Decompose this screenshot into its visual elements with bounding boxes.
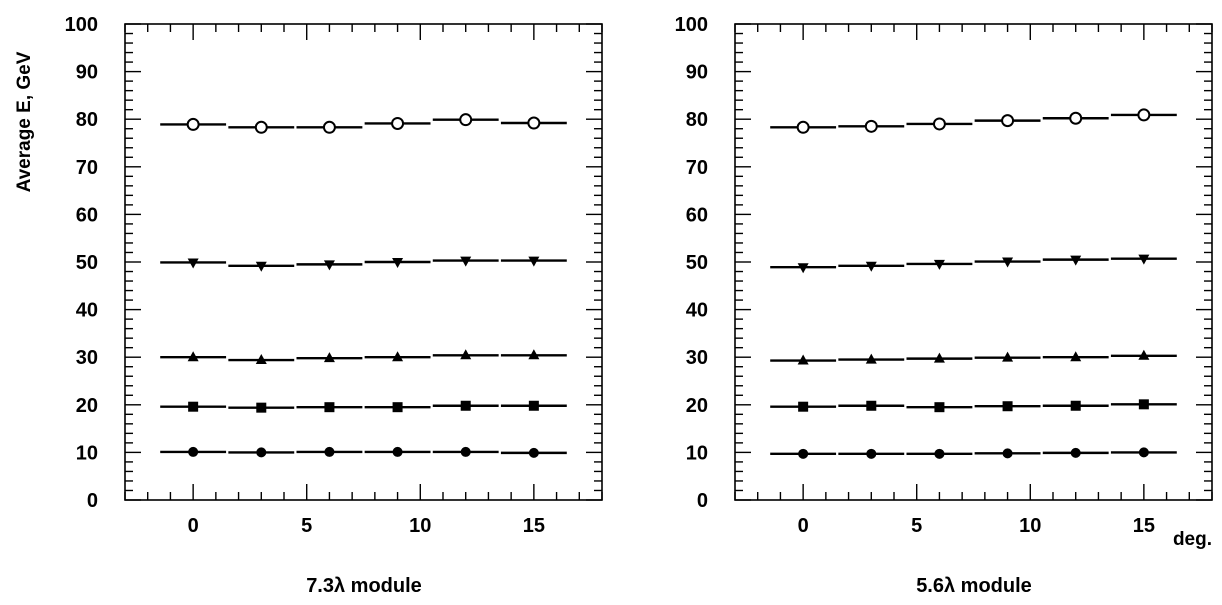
panel-caption: 7.3λ module [306,575,422,597]
data-point [392,351,404,362]
x-tick-label: 5 [911,515,922,537]
data-point [1138,447,1149,458]
data-point [187,351,199,362]
y-tick-label: 20 [686,395,708,417]
y-tick-label: 10 [76,442,98,464]
data-point [1001,114,1015,128]
y-tick-label: 20 [76,395,98,417]
data-point [323,352,335,363]
data-point [932,117,946,131]
data-point [322,120,336,134]
data-point [1138,349,1150,360]
data-point [256,402,267,413]
x-tick-label: 10 [409,515,431,537]
data-point [798,401,809,412]
y-tick-label: 60 [686,204,708,226]
y-tick-label: 70 [76,157,98,179]
chart-panel-right: 0 10 20 30 40 50 60 70 80 90 100 0 5 10 15 deg. 5.6λ mod… [675,14,1213,597]
y-tick-label: 0 [697,490,708,512]
y-tick-label: 0 [87,490,98,512]
data-point [460,349,472,360]
data-point [460,400,471,411]
data-point [1070,447,1081,458]
data-point [392,402,403,413]
data-point [528,400,539,411]
y-tick-label: 100 [65,14,98,36]
data-point [528,447,539,458]
data-point [1002,351,1014,362]
data-point [1070,255,1082,266]
y-tick-label: 90 [76,62,98,84]
data-point [528,256,540,267]
data-point [324,446,335,457]
y-tick-label: 40 [686,300,708,322]
data-point [254,120,268,134]
data-point [934,448,945,459]
x-tick-label: 0 [188,515,199,537]
plot-frame [734,23,1213,501]
data-point [797,263,809,274]
data-point [188,446,199,457]
y-tick-label: 30 [686,347,708,369]
data-point [933,259,945,270]
data-point [392,258,404,268]
data-point [866,448,877,459]
data-point [323,260,335,271]
data-point [255,354,267,365]
data-point [324,402,335,413]
data-point [391,116,405,130]
data-point [459,113,473,127]
y-axis-title: Average E, GeV [14,51,35,192]
y-tick-label: 100 [675,14,708,36]
data-point [256,447,267,458]
data-point [188,401,199,412]
data-point [460,446,471,457]
data-point [186,117,200,131]
data-point [934,402,945,413]
data-point [866,400,877,411]
y-tick-label: 10 [686,442,708,464]
y-tick-label: 50 [76,252,98,274]
x-tick-label: 0 [798,515,809,537]
data-point [1002,401,1013,412]
data-point [865,261,877,272]
panel-caption: 5.6λ module [916,575,1032,597]
chart-panel-left: 0 10 20 30 40 50 60 70 80 90 100 0 5 10 15 Average E, G… [14,14,603,597]
y-tick-label: 30 [76,347,98,369]
data-point [1138,399,1149,410]
data-point [1070,351,1082,362]
data-point [1137,108,1151,122]
y-tick-label: 40 [76,300,98,322]
x-tick-label: 15 [1133,515,1155,537]
y-tick-label: 80 [76,109,98,131]
data-point [796,120,810,134]
y-tick-label: 70 [686,157,708,179]
data-point [255,261,267,272]
data-point [1002,448,1013,459]
data-point [1069,111,1083,125]
data-point [1070,400,1081,411]
y-tick-label: 90 [686,62,708,84]
data-point [528,349,540,360]
y-tick-label: 60 [76,204,98,226]
data-point [1138,254,1150,265]
data-point [864,119,878,133]
data-point [187,258,199,269]
data-point [865,353,877,364]
data-point [460,256,472,267]
x-axis-title: deg. [1173,529,1212,550]
data-point [392,446,403,457]
x-tick-label: 5 [301,515,312,537]
data-point [527,116,541,130]
y-tick-label: 80 [686,109,708,131]
y-tick-label: 50 [686,252,708,274]
x-tick-label: 10 [1019,515,1041,537]
data-point [797,354,809,365]
data-point [1002,257,1014,268]
data-point [933,352,945,363]
x-tick-label: 15 [523,515,545,537]
data-point [798,448,809,459]
